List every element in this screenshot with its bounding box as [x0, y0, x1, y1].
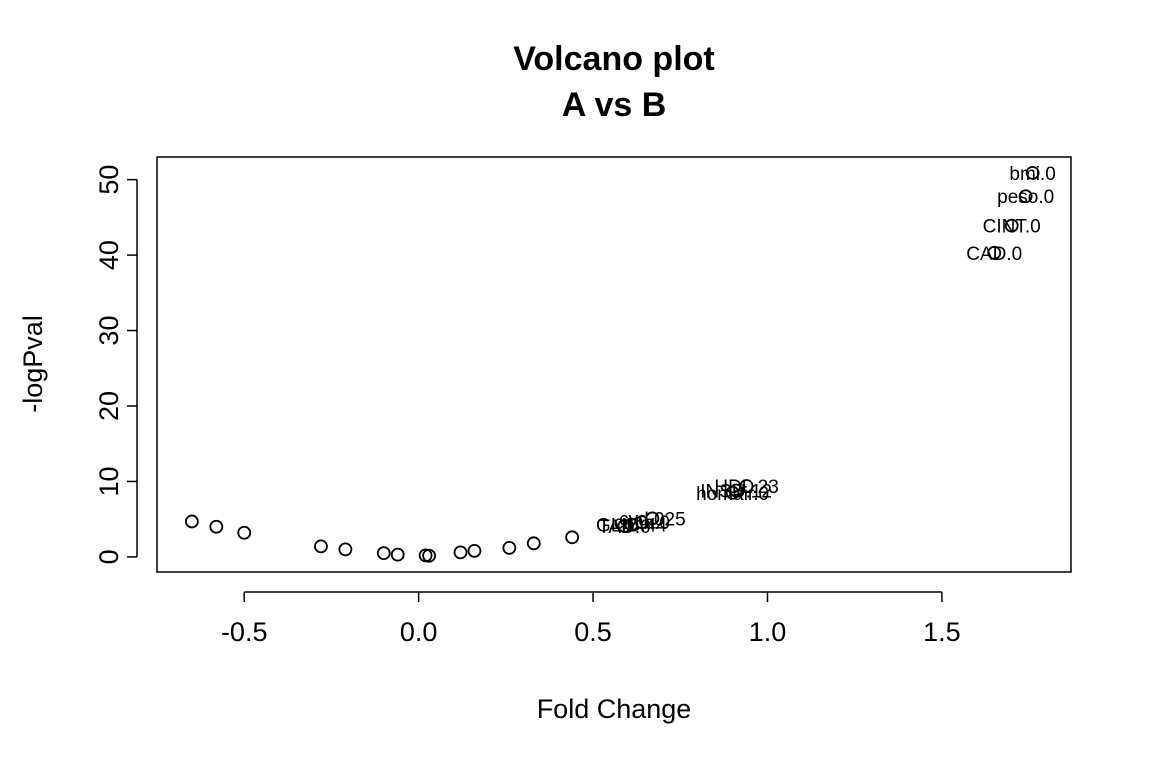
- data-points: [184, 165, 1040, 563]
- chart-title: Volcano plot: [513, 40, 714, 78]
- data-point: [526, 536, 541, 551]
- point-label: INSU.12: [700, 482, 772, 503]
- data-point: [1004, 218, 1019, 233]
- data-point: [237, 525, 252, 540]
- y-axis: 0 10 20 30 40 50: [94, 165, 138, 564]
- data-point: [645, 511, 660, 526]
- y-tick-label: 40: [94, 240, 124, 270]
- point-label: bmi.0: [1009, 164, 1055, 185]
- x-tick-label: -0.5: [221, 617, 268, 647]
- point-label: CAD.0: [966, 244, 1022, 265]
- point-label: peso.0: [997, 187, 1054, 208]
- data-point: [376, 546, 391, 561]
- data-point: [502, 540, 517, 555]
- data-point: [184, 514, 199, 529]
- data-point: [1025, 165, 1040, 180]
- point-label: TAD.0: [598, 517, 650, 538]
- data-point: [617, 519, 632, 533]
- chart-subtitle: A vs B: [562, 86, 667, 124]
- data-point: [390, 547, 405, 562]
- point-label: GLIC.44: [596, 515, 667, 536]
- y-tick-label: 20: [94, 391, 124, 421]
- y-tick-label: 0: [94, 549, 124, 564]
- data-point: [467, 543, 482, 558]
- point-label: cvd.025: [619, 509, 686, 530]
- data-point: [987, 245, 1002, 260]
- data-point: [1018, 189, 1033, 204]
- data-point: [314, 539, 328, 554]
- data-point: [338, 542, 353, 557]
- data-point: [453, 545, 468, 560]
- data-point: [624, 517, 639, 532]
- x-axis-label: Fold Change: [537, 694, 692, 724]
- x-axis: -0.5 0.0 0.5 1.0 1.5: [221, 591, 961, 647]
- y-tick-label: 30: [94, 316, 124, 346]
- point-label: HDL.23: [714, 477, 778, 498]
- y-axis-label: -logPval: [18, 315, 48, 413]
- x-tick-label: 1.0: [749, 617, 787, 647]
- x-tick-label: 0.5: [574, 617, 612, 647]
- point-label: homair.0: [696, 484, 769, 505]
- x-tick-label: 0.0: [400, 617, 438, 647]
- data-point: [565, 530, 580, 545]
- point-label: CINT.0: [983, 217, 1041, 238]
- x-tick-label: 1.5: [923, 617, 961, 647]
- y-tick-label: 10: [94, 466, 124, 496]
- data-point: [422, 548, 437, 563]
- y-tick-label: 50: [94, 165, 124, 195]
- data-point: [209, 519, 224, 534]
- data-point: [739, 479, 754, 493]
- point-label: cmin.0: [614, 513, 670, 534]
- plot-frame: [156, 156, 1072, 573]
